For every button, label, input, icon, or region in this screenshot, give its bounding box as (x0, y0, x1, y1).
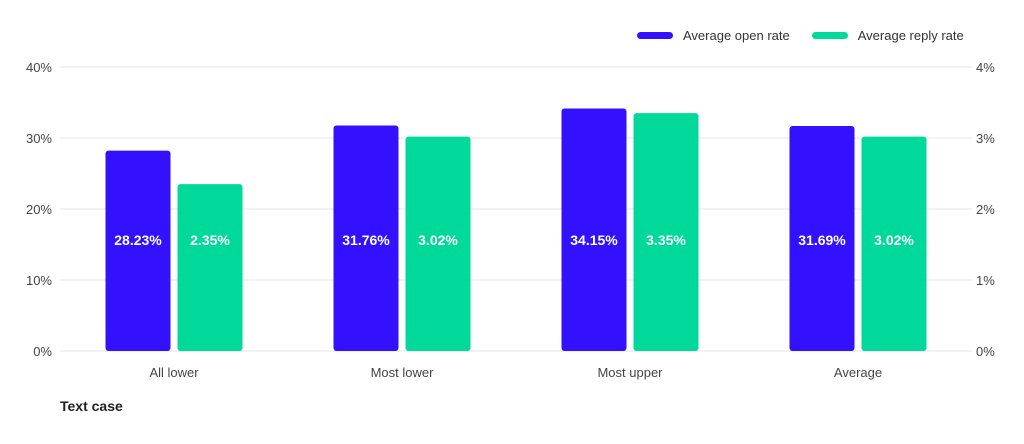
legend: Average open rate Average reply rate (637, 28, 964, 43)
bar (177, 184, 243, 351)
legend-label-reply-rate: Average reply rate (857, 28, 964, 43)
legend-item-reply-rate[interactable]: Average reply rate (811, 28, 964, 43)
bar-value-label: 3.02% (874, 232, 914, 248)
right-tick-label: 1% (976, 273, 995, 288)
bar (561, 108, 627, 351)
legend-item-open-rate[interactable]: Average open rate (637, 28, 790, 43)
bar (105, 150, 171, 351)
category-label: Most upper (597, 365, 663, 380)
legend-swatch-open-rate (637, 32, 673, 39)
bar-value-label: 2.35% (190, 232, 230, 248)
bar-value-label: 34.15% (570, 232, 618, 248)
legend-label-open-rate: Average open rate (683, 28, 790, 43)
right-tick-label: 2% (976, 202, 995, 217)
bar-value-label: 28.23% (114, 232, 162, 248)
category-label: All lower (149, 365, 199, 380)
bar (405, 136, 471, 351)
category-label: Average (834, 365, 882, 380)
left-tick-label: 20% (26, 202, 52, 217)
right-tick-label: 3% (976, 131, 995, 146)
bar-value-label: 31.76% (342, 232, 390, 248)
bar-value-label: 31.69% (798, 232, 846, 248)
right-tick-label: 4% (976, 60, 995, 75)
bar-value-label: 3.02% (418, 232, 458, 248)
left-tick-label: 30% (26, 131, 52, 146)
left-tick-label: 10% (26, 273, 52, 288)
bar (789, 126, 855, 351)
bar (333, 125, 399, 351)
bar (861, 136, 927, 351)
bar-value-label: 3.35% (646, 232, 686, 248)
legend-swatch-reply-rate (811, 32, 848, 39)
left-tick-label: 0% (33, 344, 52, 359)
left-tick-label: 40% (26, 60, 52, 75)
bar (633, 113, 699, 352)
category-label: Most lower (371, 365, 435, 380)
right-tick-label: 0% (976, 344, 995, 359)
x-axis-title: Text case (60, 398, 123, 414)
